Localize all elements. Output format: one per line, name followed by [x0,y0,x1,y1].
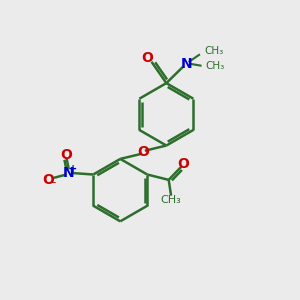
Text: O: O [141,51,153,65]
Text: O: O [61,148,72,162]
Text: CH₃: CH₃ [205,61,224,71]
Text: +: + [69,164,77,174]
Text: O: O [178,158,190,171]
Text: CH₃: CH₃ [204,46,224,56]
Text: O: O [137,145,149,159]
Text: CH₃: CH₃ [161,195,182,205]
Text: O: O [43,172,55,187]
Text: N: N [63,166,75,180]
Text: ⁻: ⁻ [50,179,56,192]
Text: N: N [181,57,192,71]
